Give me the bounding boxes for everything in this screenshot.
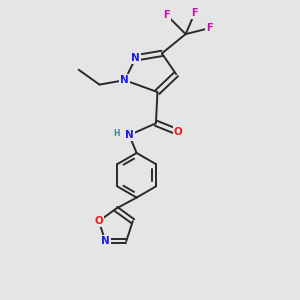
Text: N: N [101,236,110,246]
Text: O: O [94,216,103,226]
Text: N: N [120,75,129,85]
Text: N: N [125,130,134,140]
Text: O: O [174,127,183,137]
Text: F: F [206,23,213,33]
Text: N: N [131,53,140,63]
Text: H: H [113,130,120,139]
Text: F: F [191,8,198,18]
Text: F: F [163,10,170,20]
